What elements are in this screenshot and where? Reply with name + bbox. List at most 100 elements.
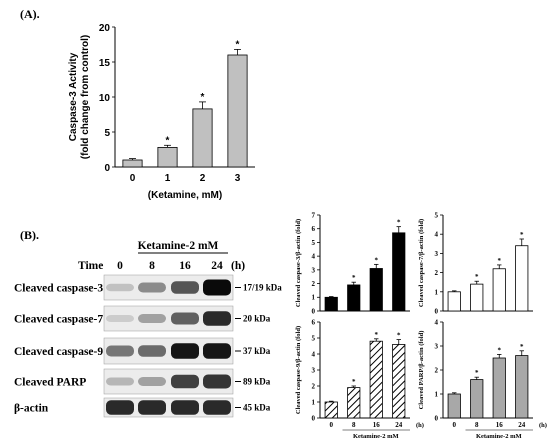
blot-band bbox=[203, 279, 231, 296]
bar bbox=[392, 343, 406, 419]
protein-label: Cleaved caspase-7 bbox=[14, 314, 103, 326]
time-label: Time bbox=[78, 260, 103, 272]
blot-band bbox=[138, 282, 166, 293]
y-tick-label: 1 bbox=[435, 390, 439, 398]
significance-star: * bbox=[498, 346, 502, 354]
bar bbox=[347, 284, 361, 312]
lane-label: 24 bbox=[211, 260, 223, 272]
x-tick-label: 8 bbox=[475, 421, 479, 429]
x-tick-label: 2 bbox=[200, 173, 206, 184]
blot-band bbox=[171, 312, 199, 325]
y-tick-label: 6 bbox=[312, 318, 316, 326]
significance-star: * bbox=[520, 343, 524, 351]
x-tick-label: 24 bbox=[518, 421, 526, 429]
blot-band bbox=[106, 283, 134, 292]
blot-band bbox=[203, 400, 231, 415]
blot-band bbox=[106, 315, 134, 322]
bar bbox=[324, 296, 338, 312]
y-axis-title-line2: (fold change from control) bbox=[80, 35, 91, 159]
y-tick-label: 5 bbox=[312, 334, 316, 342]
lane-label: 16 bbox=[179, 260, 191, 272]
x-tick-label: 0 bbox=[330, 421, 334, 429]
lane-label: 0 bbox=[117, 260, 123, 272]
significance-star: * bbox=[397, 332, 401, 340]
bar bbox=[369, 340, 383, 419]
y-tick-label: 2 bbox=[312, 382, 316, 390]
y-tick-label: 6 bbox=[312, 225, 316, 233]
x-axis-unit: (h) bbox=[539, 422, 547, 429]
bar bbox=[492, 357, 506, 419]
blot-band bbox=[138, 400, 166, 415]
y-tick-label: 1 bbox=[312, 398, 316, 406]
cleaved-caspase7-ratio-chart: 0 1 2 3 4 5 * * * Cleaved caspase-7/β-actin (fold… bbox=[418, 211, 533, 315]
time-unit-label: (h) bbox=[231, 260, 245, 272]
blot-band bbox=[106, 345, 134, 357]
y-tick-label: 1 bbox=[312, 294, 316, 302]
y-tick-label: 3 bbox=[312, 366, 316, 374]
y-axis-title: Cleaved PARP/β-actin (fold) bbox=[418, 331, 425, 410]
bar bbox=[492, 268, 506, 312]
size-label: 20 kDa bbox=[243, 314, 271, 324]
protein-label: Cleaved caspase-9 bbox=[14, 346, 103, 358]
y-tick-label: 4 bbox=[435, 231, 439, 239]
y-tick-label: 5 bbox=[312, 239, 316, 247]
significance-star: * bbox=[397, 219, 401, 227]
y-tick-label: 4 bbox=[435, 318, 439, 326]
blot-band bbox=[106, 377, 134, 386]
blot-band bbox=[106, 400, 134, 415]
significance-star: * bbox=[520, 231, 524, 239]
x-tick-label: 8 bbox=[352, 421, 356, 429]
significance-star: * bbox=[352, 378, 356, 386]
protein-label: Cleaved caspase-3 bbox=[14, 283, 103, 295]
x-axis-unit: (h) bbox=[416, 422, 424, 429]
blot-band bbox=[138, 314, 166, 323]
x-tick-label: 1 bbox=[165, 173, 171, 184]
blot-band bbox=[138, 377, 166, 386]
x-axis-title: Ketamine-2 mM bbox=[353, 433, 399, 440]
size-label: 17/19 kDa bbox=[243, 283, 282, 293]
y-tick-label: 3 bbox=[312, 266, 316, 274]
x-tick-label: 0 bbox=[130, 173, 136, 184]
blot-band bbox=[138, 345, 166, 357]
panel-a-label: (A). bbox=[20, 7, 40, 21]
size-label: 89 kDa bbox=[243, 377, 271, 387]
cleaved-caspase3-ratio-chart: 0 1 2 3 4 5 6 7 * * * Cleaved caspase-3/β-actin (fo… bbox=[295, 211, 410, 315]
y-tick-label: 20 bbox=[99, 23, 111, 34]
protein-label: β-actin bbox=[14, 403, 49, 415]
bar bbox=[447, 393, 461, 419]
y-tick-label: 3 bbox=[435, 342, 439, 350]
size-label: 37 kDa bbox=[243, 346, 271, 356]
blot-strip bbox=[103, 397, 234, 418]
cleaved-parp-ratio-chart: 0 1 2 3 4 0 * 8 * 16 * 24 Cleaved PARP/β-actin (fold… bbox=[418, 318, 547, 440]
bar bbox=[515, 245, 529, 312]
significance-star: * bbox=[475, 369, 479, 377]
y-tick-label: 5 bbox=[435, 211, 439, 219]
blot-band bbox=[203, 311, 231, 326]
y-tick-label: 3 bbox=[435, 250, 439, 258]
western-blot-panel: Ketamine-2 mM Time 0 8 16 24 (h) Cleaved caspas… bbox=[14, 240, 282, 418]
y-axis-title-line1: Caspase-3 Activity bbox=[68, 52, 79, 141]
y-tick-label: 0 bbox=[104, 163, 110, 174]
x-axis-title: Ketamine-2 mM bbox=[476, 433, 522, 440]
y-axis-title: Cleaved caspase-3/β-actin (fold) bbox=[295, 219, 302, 307]
significance-star: * bbox=[166, 135, 170, 146]
treatment-label: Ketamine-2 mM bbox=[138, 240, 219, 252]
size-label: 45 kDa bbox=[243, 403, 271, 413]
significance-star: * bbox=[236, 39, 240, 50]
y-tick-label: 0 bbox=[435, 307, 439, 315]
bar bbox=[122, 159, 143, 168]
y-tick-label: 0 bbox=[312, 414, 316, 422]
y-tick-label: 1 bbox=[435, 288, 439, 296]
cleaved-caspase9-ratio-chart: 0 1 2 3 4 5 6 0 * 8 * 16 * 24 Cleaved caspase-9/β-acti… bbox=[295, 318, 424, 440]
y-tick-label: 0 bbox=[435, 414, 439, 422]
y-axis-title: Cleaved caspase-7/β-actin (fold) bbox=[418, 219, 425, 307]
y-axis-title: Cleaved caspase-9/β-actin (fold) bbox=[295, 326, 302, 414]
significance-star: * bbox=[352, 274, 356, 282]
panel-b-label: (B). bbox=[20, 228, 39, 242]
bar bbox=[392, 232, 406, 312]
x-tick-label: 0 bbox=[453, 421, 457, 429]
blot-band bbox=[171, 374, 199, 389]
bar bbox=[515, 355, 529, 419]
y-tick-label: 15 bbox=[99, 58, 111, 69]
